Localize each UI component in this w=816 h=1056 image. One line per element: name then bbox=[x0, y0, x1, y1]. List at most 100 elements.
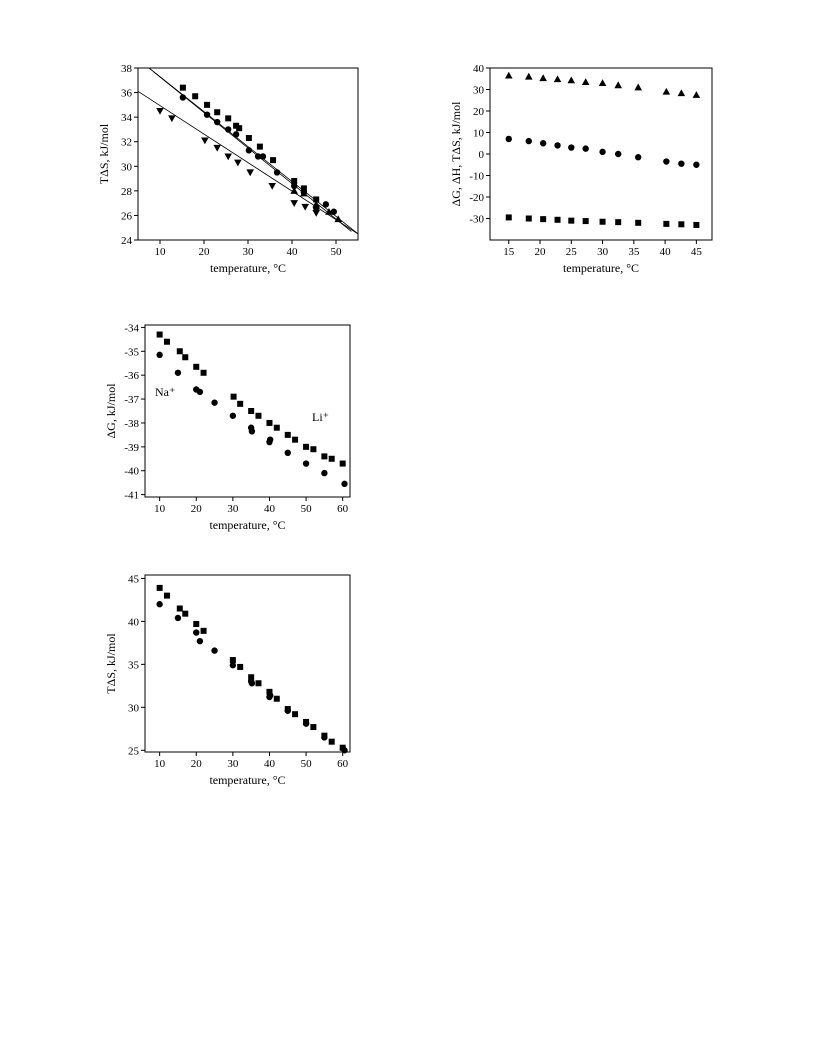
triangle-up-marker bbox=[677, 89, 686, 97]
y-axis-label: ΔG, ΔH, TΔS, kJ/mol bbox=[449, 101, 463, 207]
circle-marker bbox=[245, 147, 253, 154]
square-marker bbox=[237, 663, 244, 670]
y-tick-label: 10 bbox=[473, 128, 485, 140]
fit-line bbox=[148, 67, 359, 235]
y-axis-label: TΔS, kJ/mol bbox=[97, 123, 111, 184]
square-marker bbox=[230, 393, 237, 400]
circle-marker bbox=[174, 614, 182, 622]
circle-marker bbox=[284, 449, 291, 457]
square-marker bbox=[582, 218, 589, 225]
triangle-up-marker bbox=[300, 189, 308, 197]
x-tick-label: 30 bbox=[227, 503, 239, 515]
x-tick-label: 40 bbox=[287, 246, 299, 258]
square-marker bbox=[229, 657, 236, 664]
y-tick-label: -41 bbox=[124, 490, 139, 502]
circle-marker bbox=[568, 144, 575, 151]
triangle-up-marker bbox=[504, 71, 513, 79]
square-marker bbox=[200, 627, 207, 634]
circle-marker bbox=[554, 142, 561, 149]
square-marker bbox=[256, 143, 263, 150]
y-tick-label: -34 bbox=[124, 322, 139, 334]
x-tick-label: 10 bbox=[154, 758, 166, 770]
x-tick-label: 20 bbox=[191, 758, 203, 770]
x-axis-label: temperature, °C bbox=[209, 518, 285, 532]
circle-marker bbox=[284, 707, 291, 714]
y-tick-label: 34 bbox=[121, 112, 133, 124]
square-marker bbox=[255, 680, 262, 687]
square-marker bbox=[182, 610, 189, 617]
square-marker bbox=[321, 453, 328, 460]
square-marker bbox=[292, 711, 299, 718]
square-marker bbox=[310, 724, 317, 731]
y-axis-label: ΔG, kJ/mol bbox=[104, 383, 118, 439]
y-tick-label: -30 bbox=[469, 214, 484, 226]
triangle-up-marker bbox=[312, 200, 320, 208]
square-marker bbox=[248, 674, 255, 681]
y-tick-label: 26 bbox=[121, 210, 133, 222]
square-marker bbox=[273, 424, 280, 431]
square-marker bbox=[525, 215, 532, 222]
x-tick-label: 10 bbox=[154, 503, 166, 515]
square-marker bbox=[291, 178, 298, 185]
square-marker bbox=[255, 412, 262, 419]
circle-marker bbox=[693, 161, 700, 168]
y-tick-label: 28 bbox=[121, 186, 133, 198]
triangle-up-marker bbox=[614, 81, 622, 89]
plot-frame bbox=[144, 324, 351, 498]
square-marker bbox=[568, 217, 575, 224]
circle-marker bbox=[678, 160, 685, 167]
x-tick-label: 30 bbox=[597, 246, 609, 258]
x-tick-label: 50 bbox=[331, 246, 343, 258]
square-marker bbox=[663, 220, 670, 227]
square-marker bbox=[554, 216, 561, 223]
circle-marker bbox=[273, 169, 281, 176]
x-tick-label: 60 bbox=[337, 758, 349, 770]
square-marker bbox=[310, 446, 317, 453]
y-tick-label: 0 bbox=[479, 149, 485, 161]
x-tick-label: 50 bbox=[301, 758, 313, 770]
square-marker bbox=[693, 221, 700, 228]
y-tick-label: 40 bbox=[128, 616, 140, 628]
triangle-down-marker bbox=[201, 137, 209, 145]
square-marker bbox=[505, 214, 512, 221]
triangle-up-marker bbox=[692, 91, 701, 98]
square-marker bbox=[540, 216, 547, 223]
circle-marker bbox=[156, 601, 163, 608]
x-tick-label: 40 bbox=[264, 503, 276, 515]
square-marker bbox=[225, 115, 232, 122]
circle-marker bbox=[156, 351, 163, 359]
triangle-up-marker bbox=[598, 79, 607, 87]
square-marker bbox=[182, 354, 189, 361]
square-marker bbox=[292, 436, 299, 443]
circle-marker bbox=[179, 94, 187, 101]
square-marker bbox=[339, 460, 346, 467]
circle-marker bbox=[266, 692, 274, 699]
circle-marker bbox=[302, 460, 310, 467]
triangle-down-marker bbox=[234, 159, 242, 167]
x-tick-label: 20 bbox=[199, 246, 211, 258]
y-tick-label: 30 bbox=[473, 85, 485, 97]
circle-marker bbox=[259, 153, 267, 160]
triangle-down-marker bbox=[290, 200, 298, 207]
y-tick-label: 35 bbox=[128, 659, 140, 671]
square-marker bbox=[245, 135, 252, 142]
triangle-down-marker bbox=[312, 209, 320, 217]
y-tick-label: 30 bbox=[121, 161, 133, 173]
circle-marker bbox=[248, 428, 256, 435]
triangle-down-marker bbox=[156, 108, 164, 115]
square-marker bbox=[303, 443, 310, 450]
x-axis-label: temperature, °C bbox=[563, 261, 639, 275]
circle-marker bbox=[229, 662, 237, 669]
triangle-up-marker bbox=[634, 83, 643, 91]
x-tick-label: 30 bbox=[227, 758, 239, 770]
circle-marker bbox=[663, 158, 670, 165]
square-marker bbox=[176, 348, 183, 355]
square-marker bbox=[156, 584, 163, 591]
square-marker bbox=[204, 101, 211, 108]
x-tick-label: 15 bbox=[503, 246, 515, 258]
x-tick-label: 40 bbox=[264, 758, 276, 770]
triangle-down-marker bbox=[268, 182, 276, 190]
square-marker bbox=[328, 738, 335, 745]
triangle-up-marker bbox=[567, 76, 576, 84]
circle-marker bbox=[635, 154, 642, 161]
